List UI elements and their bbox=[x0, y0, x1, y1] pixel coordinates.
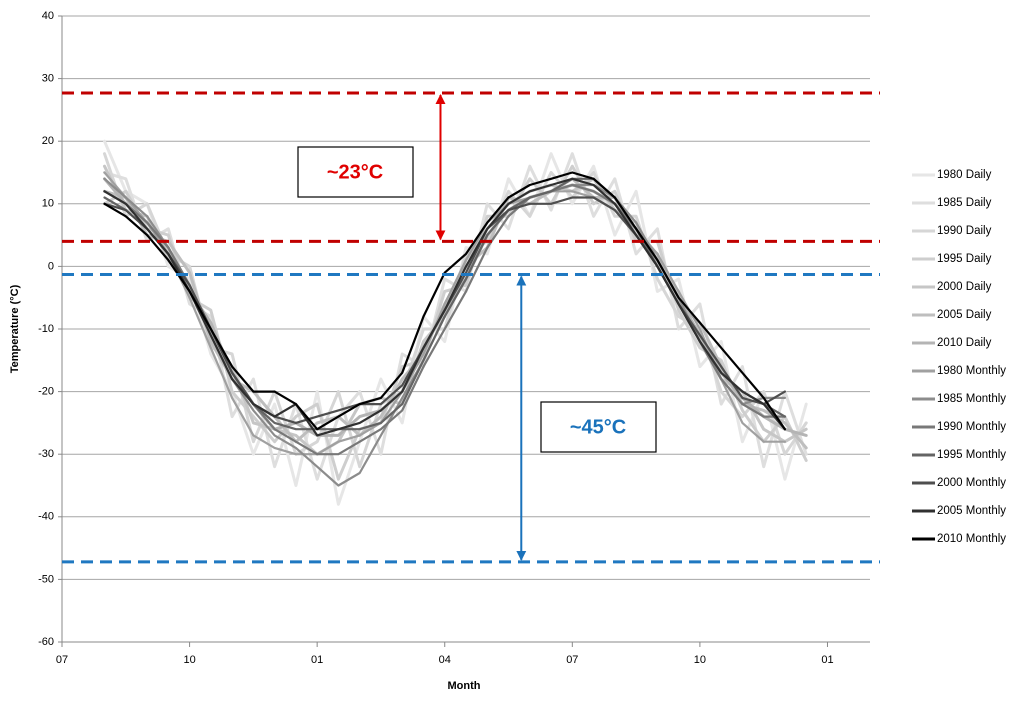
annotation-box bbox=[540, 401, 657, 453]
x-tick-label: 07 bbox=[56, 654, 68, 666]
y-tick-label: -60 bbox=[38, 636, 54, 648]
y-tick-label: 20 bbox=[42, 135, 54, 147]
legend-label: 2010 Monthly bbox=[937, 533, 1006, 545]
y-tick-label: 30 bbox=[42, 73, 54, 85]
annotation-text: ~45°C bbox=[570, 416, 626, 438]
legend-label: 1980 Daily bbox=[937, 169, 992, 181]
legend-label: 1990 Monthly bbox=[937, 421, 1006, 433]
legend-label: 1990 Daily bbox=[937, 225, 992, 237]
y-tick-label: -20 bbox=[38, 386, 54, 398]
legend-label: 1985 Monthly bbox=[937, 393, 1006, 405]
series-line bbox=[103, 171, 786, 431]
x-tick-label: 01 bbox=[311, 654, 323, 666]
x-axis-title: Month bbox=[448, 680, 481, 692]
legend-label: 1980 Monthly bbox=[937, 365, 1006, 377]
y-tick-label: -30 bbox=[38, 448, 54, 460]
series-line bbox=[103, 177, 786, 437]
y-tick-label: -10 bbox=[38, 323, 54, 335]
x-tick-label: 01 bbox=[821, 654, 833, 666]
legend-label: 2005 Monthly bbox=[937, 505, 1006, 517]
legend-label: 1995 Monthly bbox=[937, 449, 1006, 461]
legend-label: 1985 Daily bbox=[937, 197, 992, 209]
series-line bbox=[103, 177, 808, 450]
y-axis-title: Temperature (°C) bbox=[9, 284, 21, 373]
y-tick-label: 40 bbox=[42, 10, 54, 22]
series-line bbox=[103, 152, 808, 481]
series-line bbox=[103, 171, 786, 456]
legend-label: 1995 Daily bbox=[937, 253, 992, 265]
annotation-box bbox=[297, 146, 414, 198]
legend-label: 2010 Daily bbox=[937, 337, 992, 349]
annotation-text: ~23°C bbox=[327, 161, 383, 183]
x-tick-label: 10 bbox=[694, 654, 706, 666]
x-tick-label: 07 bbox=[566, 654, 578, 666]
x-tick-label: 04 bbox=[439, 654, 451, 666]
y-tick-label: 0 bbox=[48, 260, 54, 272]
y-tick-label: -50 bbox=[38, 573, 54, 585]
x-tick-label: 10 bbox=[183, 654, 195, 666]
legend-label: 2000 Monthly bbox=[937, 477, 1006, 489]
legend-label: 2000 Daily bbox=[937, 281, 992, 293]
y-tick-label: -40 bbox=[38, 511, 54, 523]
legend-label: 2005 Daily bbox=[937, 309, 992, 321]
y-tick-label: 10 bbox=[42, 198, 54, 210]
